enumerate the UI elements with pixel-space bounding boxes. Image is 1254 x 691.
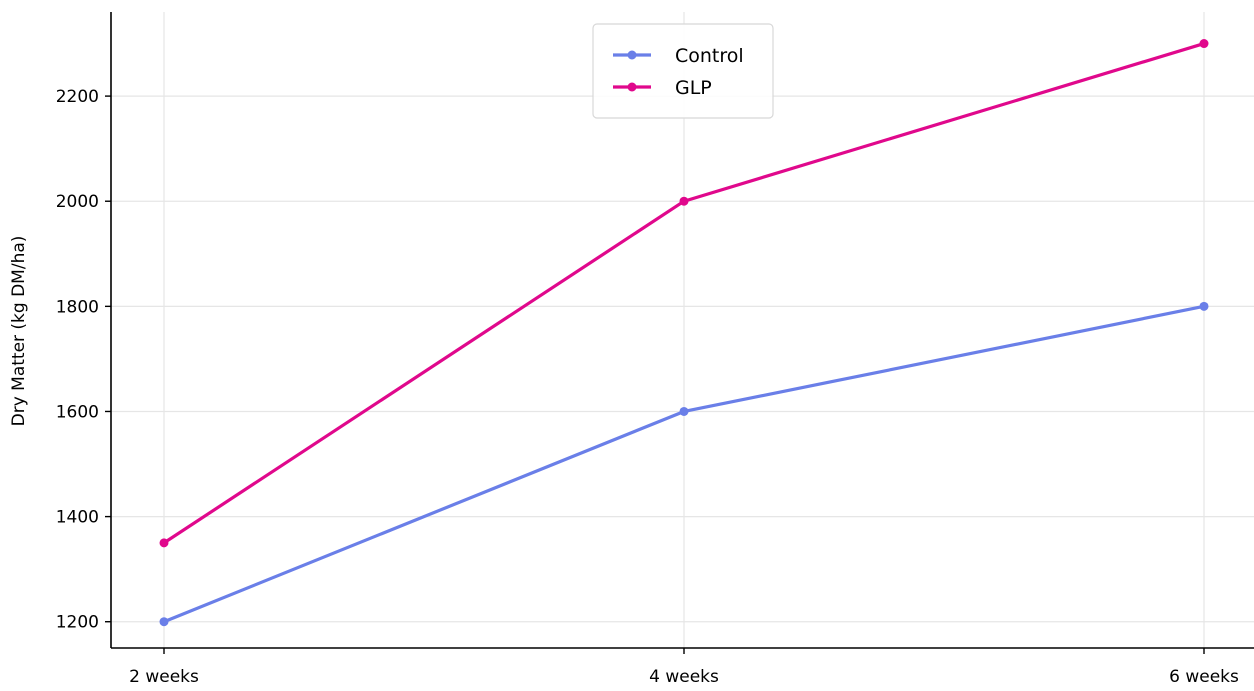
y-tick-label: 2200 <box>56 87 99 107</box>
x-tick-label: 2 weeks <box>129 667 199 686</box>
legend-box <box>592 23 774 119</box>
legend-label-control: Control <box>675 45 744 67</box>
data-point-glp <box>1199 39 1209 49</box>
data-point-glp <box>679 196 689 206</box>
y-tick-label: 1600 <box>56 402 99 422</box>
axes <box>105 12 1254 654</box>
legend-label-glp: GLP <box>675 77 712 99</box>
legend: Control GLP <box>592 23 774 119</box>
y-tick-label: 1200 <box>56 613 99 633</box>
data-point-glp <box>159 538 169 548</box>
x-tick-label: 6 weeks <box>1169 667 1239 686</box>
y-tick-label: 1800 <box>56 297 99 317</box>
y-tick-label: 1400 <box>56 508 99 528</box>
data-point-control <box>159 617 169 627</box>
legend-marker-control <box>627 50 637 60</box>
y-tick-label: 2000 <box>56 192 99 212</box>
legend-marker-glp <box>627 82 637 92</box>
tick-labels: 1200 1400 1600 1800 2000 2200 2 weeks 4 weeks 6 … <box>56 87 1239 687</box>
series-group <box>159 39 1209 627</box>
x-tick-label: 4 weeks <box>649 667 719 686</box>
data-point-control <box>679 406 689 416</box>
data-point-control <box>1199 301 1209 311</box>
y-axis-title: Dry Matter (kg DM/ha) <box>9 236 29 427</box>
